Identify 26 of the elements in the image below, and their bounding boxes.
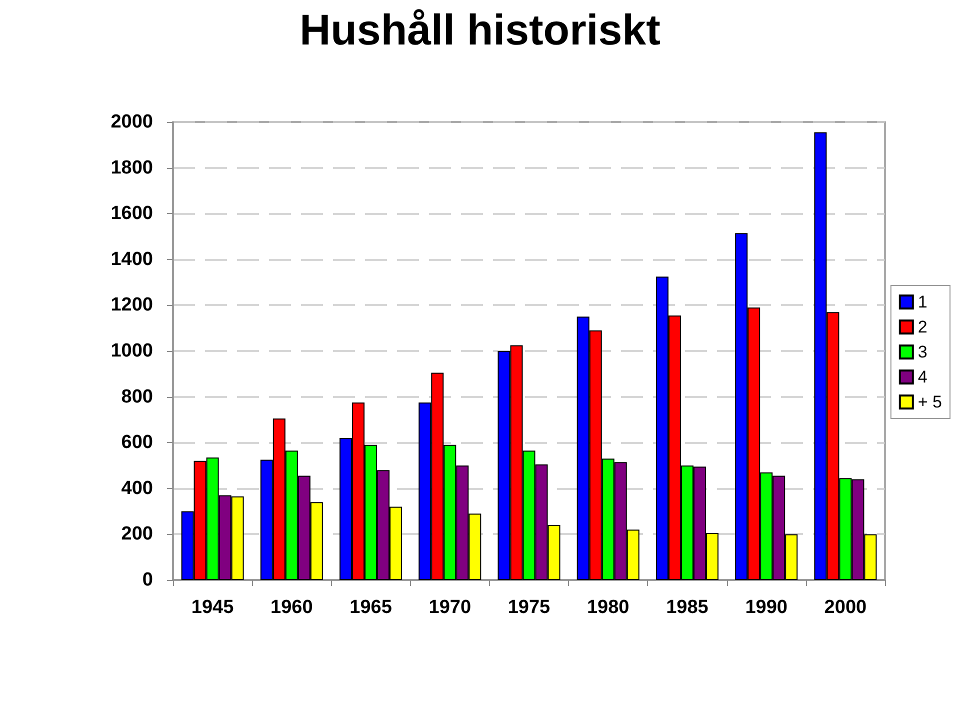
x-tick-label: 1975: [508, 597, 551, 618]
legend-label: 1: [918, 292, 928, 312]
y-tick-label: 1600: [110, 203, 153, 224]
y-tick-label: 0: [142, 570, 153, 590]
x-tick-label: 1970: [428, 597, 472, 618]
chart-title: Hushåll historiskt: [300, 6, 660, 54]
legend-label: 3: [918, 342, 928, 362]
y-tick-label: 1800: [110, 157, 153, 178]
x-tick-label: 1960: [270, 597, 313, 618]
x-tick-label: 1990: [745, 597, 788, 618]
legend-label: 2: [918, 318, 928, 336]
y-tick-label: 1200: [110, 294, 153, 316]
x-tick-label: 1945: [191, 597, 234, 618]
y-tick-label: 1000: [110, 340, 153, 362]
y-tick-label: 600: [121, 432, 153, 454]
x-tick-label: 1980: [586, 597, 630, 618]
y-tick-label: 1400: [110, 248, 153, 270]
legend-label: + 5: [918, 392, 942, 412]
legend-label: 4: [918, 368, 928, 386]
x-tick-label: 1965: [350, 597, 392, 618]
y-tick-label: 200: [121, 524, 153, 545]
x-tick-label: 2000: [824, 597, 867, 618]
x-tick-label: 1985: [666, 597, 709, 618]
y-tick-label: 800: [121, 386, 153, 408]
y-tick-label: 400: [121, 478, 153, 499]
y-tick-label: 2000: [110, 112, 153, 132]
